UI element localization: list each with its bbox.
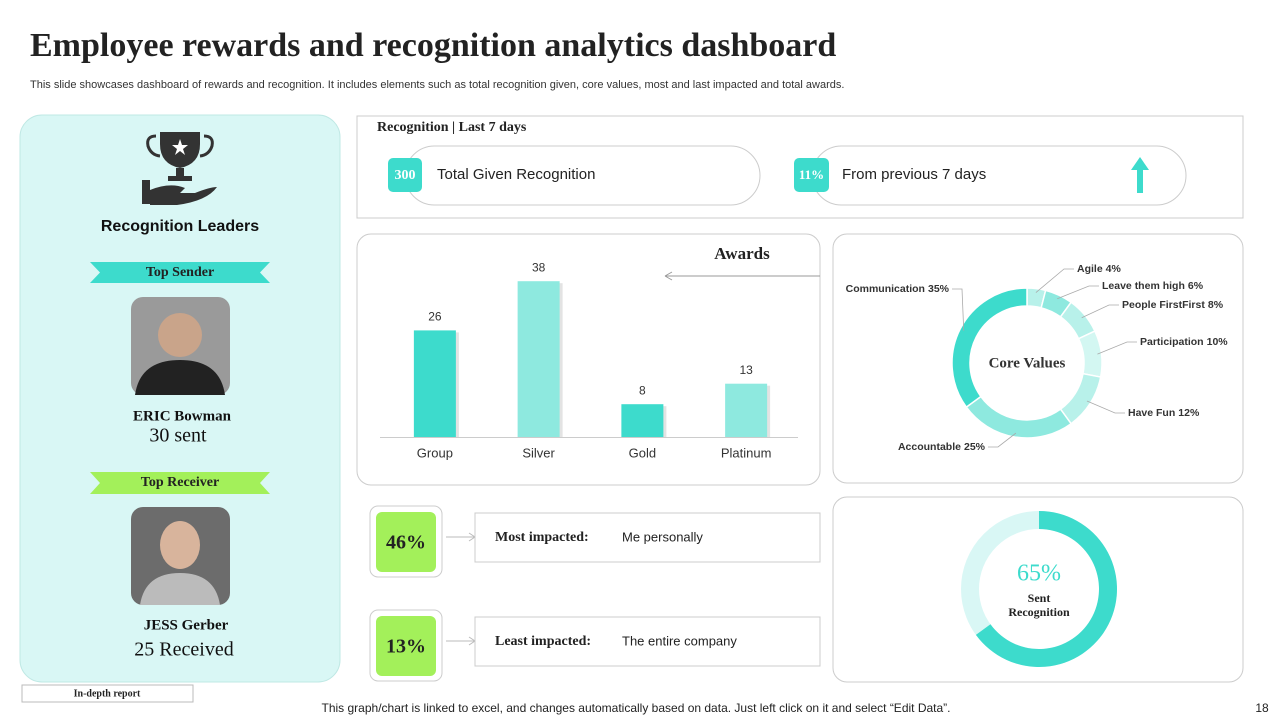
leader-line	[1035, 268, 1074, 293]
impact-value: 46%	[386, 532, 426, 554]
core-values-box	[832, 233, 1244, 484]
pie-category: People FirstFirst	[1122, 299, 1205, 311]
bar	[621, 404, 664, 437]
sent-box	[832, 496, 1244, 683]
leaders-title: Recognition Leaders	[101, 218, 259, 235]
pie-label: Leave them high 6%	[1102, 280, 1204, 292]
pie-value: 25%	[964, 441, 986, 453]
subtitle: This slide showcases dashboard of reward…	[30, 79, 844, 91]
sender-name: ERIC Bowman	[133, 408, 232, 424]
pie-value: 12%	[1178, 407, 1200, 419]
leader-line	[988, 432, 1017, 448]
pie-label: Participation 10%	[1140, 336, 1228, 348]
gauge-value: 65%	[1017, 561, 1061, 587]
awards-box	[356, 233, 821, 486]
pie-category: Participation	[1140, 336, 1204, 348]
impact-text: Me personally	[622, 529, 703, 544]
impact-arrow	[446, 532, 476, 542]
leader-line	[1086, 400, 1125, 414]
impact-box	[474, 512, 821, 563]
total-value: 300	[395, 168, 416, 183]
title: Employee rewards and recognition analyti…	[30, 27, 836, 64]
bar	[725, 383, 768, 437]
sender-count: 30 sent	[149, 425, 207, 447]
pie-value: 10%	[1207, 336, 1229, 348]
pie-category: Have Fun	[1128, 407, 1175, 419]
leaders-panel	[19, 114, 341, 683]
x-tick-label: Platinum	[721, 445, 772, 460]
up-arrow	[1131, 157, 1149, 193]
leader-line	[1057, 285, 1099, 300]
report-label[interactable]: In-depth report	[74, 688, 141, 699]
data-label: 38	[532, 260, 546, 274]
impact-arrow	[446, 636, 476, 646]
receiver-photo	[131, 507, 230, 605]
data-label: 8	[639, 383, 646, 397]
total-badge	[388, 158, 422, 192]
pie-label: Accountable 25%	[898, 441, 986, 453]
change-value: 11%	[799, 167, 824, 182]
pie-value: 6%	[1188, 280, 1204, 292]
sender-badge: Top Sender	[146, 265, 214, 280]
pie-label: Communication 35%	[846, 283, 950, 295]
sent-label: Sent Recognition	[1008, 591, 1070, 619]
receiver-ribbon	[90, 472, 270, 494]
change-badge	[794, 158, 829, 192]
bar	[517, 281, 560, 437]
pie-category: Leave them high	[1102, 280, 1185, 292]
pie-label: Agile 4%	[1077, 263, 1122, 275]
receiver-name: JESS Gerber	[144, 617, 229, 633]
impact-box	[474, 616, 821, 667]
pie-segment	[951, 287, 1028, 409]
sender-photo	[131, 297, 230, 395]
pie-category: Accountable	[898, 441, 961, 453]
pie-label: People FirstFirst 8%	[1122, 299, 1224, 311]
pie-value: 4%	[1106, 263, 1122, 275]
impact-value: 13%	[386, 636, 426, 658]
receiver-badge: Top Receiver	[141, 475, 219, 490]
footer-note: This graph/chart is linked to excel, and…	[322, 701, 951, 715]
data-label: 26	[428, 310, 442, 324]
page-number: 18	[1255, 701, 1269, 715]
bar	[413, 330, 456, 437]
chart-title: Awards	[714, 244, 770, 263]
impact-label: Most impacted:	[495, 530, 589, 545]
awards-pointer-head	[664, 271, 673, 281]
x-tick-label: Group	[417, 445, 453, 460]
total-label: Total Given Recognition	[437, 166, 595, 183]
sender-ribbon	[90, 262, 270, 283]
impact-label: Least impacted:	[495, 634, 591, 649]
receiver-count: 25 Received	[134, 639, 233, 661]
leader-line	[1097, 341, 1137, 355]
data-label: 13	[739, 363, 753, 377]
x-tick-label: Gold	[629, 445, 656, 460]
pie-category: Communication	[846, 283, 925, 295]
trophy-icon	[142, 132, 217, 205]
impact-badge	[376, 616, 436, 676]
x-tick-label: Silver	[522, 445, 555, 460]
report-button[interactable]	[21, 684, 194, 703]
pie-value: 35%	[928, 283, 950, 295]
leader-line	[952, 288, 965, 331]
impact-text: The entire company	[622, 633, 737, 648]
impact-badge	[376, 512, 436, 572]
recognition-title: Recognition | Last 7 days	[377, 120, 527, 135]
pie-label: Have Fun 12%	[1128, 407, 1200, 419]
chart-title: Core Values	[989, 355, 1066, 371]
leader-line	[1081, 304, 1119, 319]
pie-category: Agile	[1077, 263, 1103, 275]
change-label: From previous 7 days	[842, 166, 986, 183]
pie-value: 8%	[1208, 299, 1224, 311]
